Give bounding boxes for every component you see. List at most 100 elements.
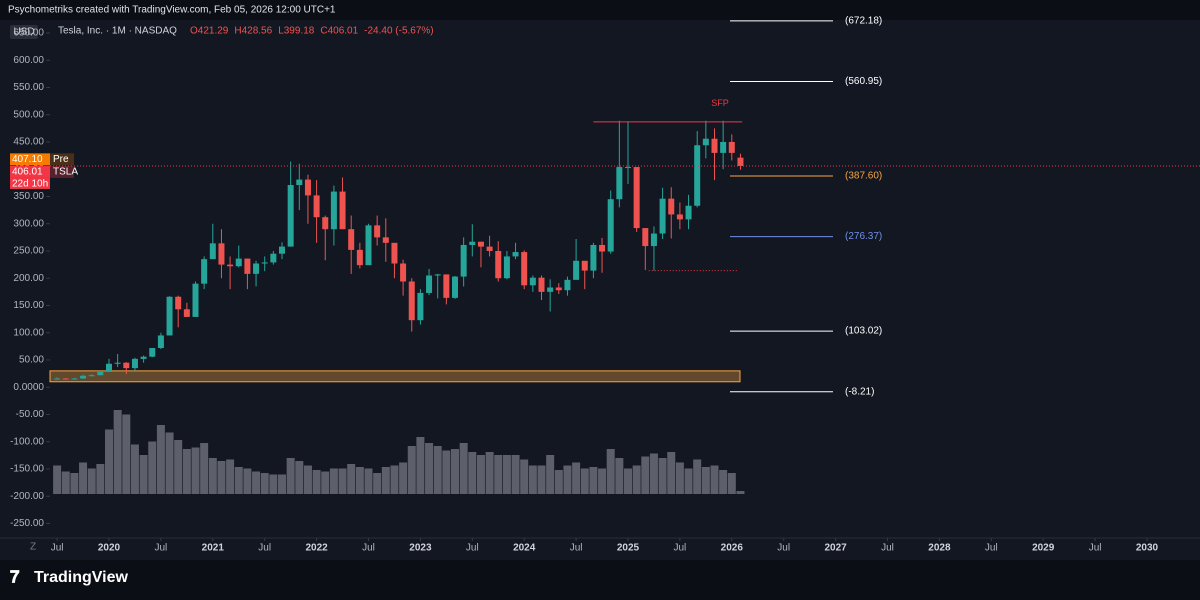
candle-body	[97, 371, 104, 376]
candle-body	[253, 263, 260, 274]
candle-body	[426, 275, 433, 293]
candle-body	[296, 179, 303, 186]
volume-bar	[226, 459, 235, 494]
candle-body	[88, 375, 95, 377]
candle-body	[676, 214, 683, 220]
price-tag-box	[10, 153, 50, 166]
volume-bar	[355, 467, 364, 494]
x-tick-label: Jul	[362, 543, 375, 554]
candle-body	[391, 242, 398, 264]
volume-bar	[624, 468, 632, 494]
y-tick-label: 500.00	[13, 109, 44, 120]
volume-bar	[139, 455, 148, 494]
candle-body	[227, 264, 234, 267]
volume-bar	[278, 474, 286, 494]
y-tick-label: 650.00	[13, 28, 44, 39]
volume-bar	[641, 456, 650, 494]
volume-bar	[312, 470, 321, 494]
volume-bar	[105, 429, 113, 494]
candle-body	[650, 233, 657, 247]
volume-bar	[399, 462, 408, 494]
candle-body	[270, 253, 277, 263]
x-tick-label: Jul	[570, 543, 583, 554]
x-tick-label: 2028	[928, 543, 951, 554]
price-tag-name-box	[50, 153, 74, 166]
candle-body	[166, 296, 173, 336]
ohlc-value: H428.56	[234, 26, 272, 37]
candle-body	[330, 191, 337, 230]
zoom-icon[interactable]: Z	[30, 542, 36, 553]
y-tick-label: -50.00	[16, 409, 45, 420]
sfp-label: SFP	[711, 98, 729, 108]
candle-body	[201, 259, 208, 284]
candle-body	[607, 199, 614, 252]
y-tick-label: -150.00	[10, 464, 44, 475]
volume-bar	[667, 452, 676, 494]
volume-bar	[208, 458, 217, 494]
candle-body	[555, 287, 562, 291]
candle-body	[123, 362, 130, 369]
candle-body	[149, 347, 156, 357]
volume-bar	[286, 458, 295, 494]
volume-bar	[485, 452, 494, 494]
x-tick-label: 2025	[617, 543, 640, 554]
x-tick-label: 2022	[305, 543, 328, 554]
x-tick-label: Jul	[258, 543, 271, 554]
y-tick-label: 550.00	[13, 82, 44, 93]
volume-bar	[260, 473, 269, 494]
volume-bar	[217, 461, 226, 494]
countdown: 22d 10h	[12, 179, 48, 190]
candle-body	[261, 262, 268, 264]
volume-bar	[329, 468, 338, 494]
volume-bar	[433, 446, 442, 494]
candle-body	[512, 252, 519, 257]
candle-body	[365, 225, 372, 266]
candle-body	[625, 167, 631, 169]
volume-bar	[537, 465, 546, 494]
candle-body	[304, 179, 311, 196]
volume-bar	[701, 467, 710, 494]
volume-bar	[589, 467, 598, 494]
price-tag-value: 407.10	[12, 154, 43, 165]
volume-bar	[710, 465, 719, 494]
candle-body	[235, 258, 242, 267]
volume-bar	[347, 464, 356, 494]
x-tick-label: Jul	[985, 543, 998, 554]
candle-body	[106, 363, 112, 372]
x-tick-label: 2027	[824, 543, 847, 554]
x-tick-label: Jul	[51, 543, 64, 554]
candle-body	[521, 252, 528, 286]
candle-body	[642, 228, 649, 247]
candle-body	[547, 287, 554, 292]
volume-bar	[416, 437, 425, 494]
y-tick-label: 150.00	[13, 300, 44, 311]
candle-body	[114, 362, 121, 364]
candle-body	[287, 185, 294, 247]
candle-body	[702, 138, 709, 146]
price-tag-name-box	[50, 165, 74, 178]
x-tick-label: 2029	[1032, 543, 1055, 554]
candle-body	[400, 263, 407, 282]
volume-bar	[511, 455, 520, 494]
y-tick-label: -200.00	[10, 491, 44, 502]
currency: USD	[13, 27, 34, 38]
candle-body	[71, 378, 78, 380]
candle-body	[192, 283, 199, 317]
x-tick-label: 2026	[721, 543, 744, 554]
volume-bar	[61, 471, 70, 494]
candle-body	[720, 141, 727, 153]
candle-body	[737, 157, 744, 166]
y-tick-label: 100.00	[13, 327, 44, 338]
volume-bar	[442, 450, 451, 494]
volume-bar	[727, 473, 736, 494]
volume-bar	[502, 455, 511, 494]
volume-bar	[451, 449, 459, 494]
y-tick-label: 600.00	[13, 55, 44, 66]
y-tick-label: 300.00	[13, 218, 44, 229]
candle-body	[322, 217, 329, 230]
price-tag-name: TSLA	[53, 167, 78, 178]
candle-body	[503, 256, 510, 279]
countdown-box	[10, 177, 50, 189]
